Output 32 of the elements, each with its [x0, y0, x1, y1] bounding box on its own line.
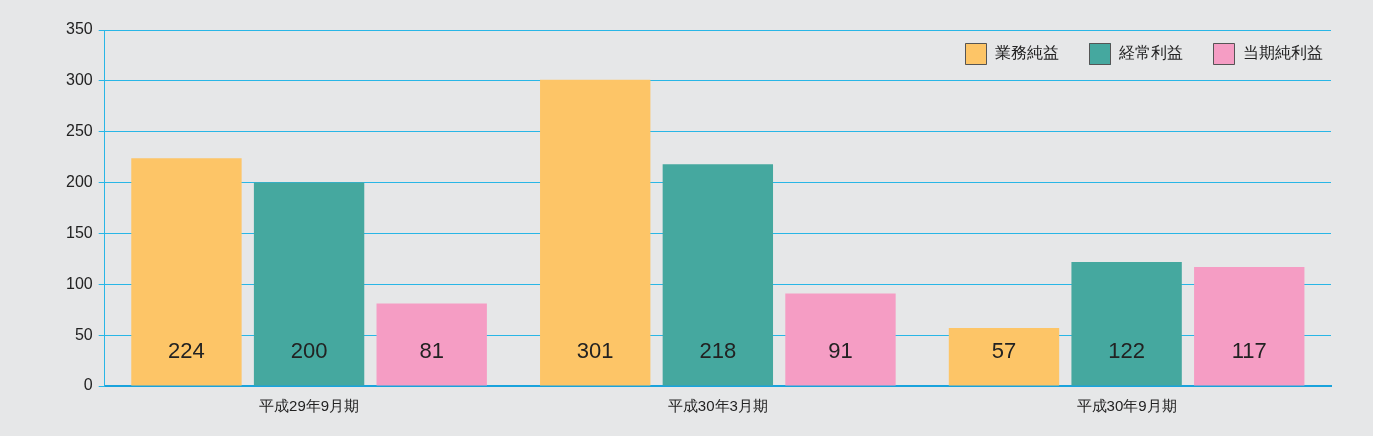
y-tick-label: 350 — [65, 20, 93, 38]
data-label: 218 — [699, 337, 737, 363]
y-tick-label: 200 — [65, 172, 93, 190]
legend-label: 当期純利益 — [1243, 44, 1323, 62]
y-tick-label: 50 — [74, 325, 93, 343]
data-label: 91 — [828, 337, 853, 363]
data-label: 81 — [419, 337, 444, 363]
x-tick-label: 平成30年9月期 — [1076, 397, 1177, 415]
data-label: 57 — [991, 337, 1017, 363]
y-tick-label: 100 — [65, 274, 93, 292]
legend-label: 経常利益 — [1118, 44, 1183, 62]
data-label: 117 — [1231, 337, 1267, 363]
data-label: 224 — [168, 337, 205, 363]
bar — [131, 158, 242, 386]
y-tick-label: 150 — [65, 223, 93, 241]
bar — [1071, 261, 1182, 386]
x-tick-label: 平成29年9月期 — [259, 397, 360, 415]
bar — [948, 328, 1060, 386]
data-label: 301 — [576, 337, 614, 363]
bar — [785, 293, 896, 386]
bar — [253, 182, 365, 386]
x-tick-label: 平成30年3月期 — [667, 397, 768, 415]
bar — [662, 164, 774, 386]
bar — [376, 303, 487, 386]
legend-label: 業務純益 — [995, 44, 1059, 62]
data-label: 200 — [290, 337, 328, 363]
y-tick-label: 300 — [65, 71, 93, 89]
y-tick-label: 250 — [65, 122, 93, 140]
bar — [1194, 266, 1305, 386]
y-tick-label: 0 — [83, 376, 93, 394]
bar — [540, 79, 651, 386]
data-label: 122 — [1108, 337, 1145, 363]
